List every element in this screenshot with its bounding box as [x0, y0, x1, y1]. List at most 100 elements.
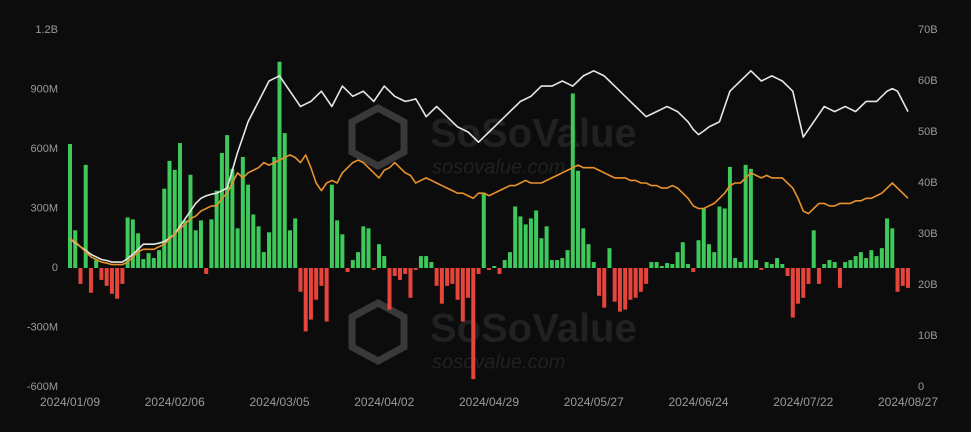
bar: [371, 268, 376, 270]
bar: [466, 268, 471, 298]
bar: [345, 268, 350, 272]
bar: [680, 242, 685, 268]
bar: [612, 268, 617, 302]
bar: [356, 252, 361, 268]
bar: [659, 266, 664, 268]
bar: [314, 268, 319, 300]
bar: [502, 260, 507, 268]
bar: [319, 268, 324, 286]
bar: [413, 268, 418, 270]
bar: [686, 264, 691, 268]
bar: [843, 262, 848, 268]
bar: [418, 256, 423, 268]
bar: [183, 220, 188, 268]
bar: [340, 234, 345, 268]
bar: [591, 262, 596, 268]
bar: [906, 268, 910, 288]
bar: [109, 268, 114, 294]
x-tick-label: 2024/03/05: [249, 395, 309, 409]
bar: [706, 244, 711, 268]
y2-tick-label: 70B: [918, 24, 938, 36]
bar: [172, 169, 177, 268]
bar: [429, 262, 434, 268]
y2-tick-label: 0: [918, 381, 924, 393]
x-tick-label: 2024/06/24: [668, 395, 728, 409]
bar: [246, 184, 251, 268]
x-tick-label: 2024/01/09: [40, 395, 100, 409]
bar: [78, 268, 83, 284]
bar: [628, 268, 633, 300]
bar: [476, 268, 481, 274]
x-tick-label: 2024/07/22: [773, 395, 833, 409]
bar: [701, 208, 706, 268]
bar: [890, 228, 895, 268]
bar: [775, 258, 780, 268]
bar: [811, 230, 816, 268]
bar: [864, 258, 869, 268]
bar: [644, 268, 649, 284]
bar: [235, 228, 240, 268]
bar: [387, 268, 392, 310]
bar: [198, 220, 203, 268]
bar: [382, 256, 387, 268]
bar: [759, 268, 764, 270]
bar: [549, 260, 554, 268]
bar: [617, 268, 622, 312]
bar: [434, 268, 439, 286]
bar: [366, 228, 371, 268]
y-tick-label: -600M: [27, 381, 58, 393]
bar: [251, 214, 256, 268]
bar: [895, 268, 900, 292]
bar: [534, 210, 539, 268]
bar: [403, 268, 408, 274]
bar: [743, 164, 748, 268]
bar: [99, 268, 104, 280]
bar: [267, 232, 272, 268]
bar: [471, 268, 476, 380]
bar: [581, 228, 586, 268]
y2-tick-label: 40B: [918, 177, 938, 189]
x-tick-label: 2024/02/06: [145, 395, 205, 409]
bar: [523, 224, 528, 268]
bar: [607, 248, 612, 268]
bar: [350, 260, 355, 268]
bar: [780, 264, 785, 268]
bar: [528, 218, 533, 268]
bar: [162, 188, 167, 268]
bar: [665, 263, 670, 268]
bar: [885, 218, 890, 268]
bar: [487, 268, 491, 270]
y2-tick-label: 20B: [918, 279, 938, 291]
watermark-icon: [348, 104, 408, 170]
bar: [576, 170, 581, 268]
y2-tick-label: 50B: [918, 126, 938, 138]
bar: [439, 268, 444, 304]
y-tick-label: 1.2B: [35, 24, 58, 36]
bar: [555, 260, 560, 268]
bar: [675, 252, 680, 268]
bar: [282, 133, 287, 268]
bar: [424, 256, 429, 268]
bar: [167, 160, 172, 268]
bar: [560, 258, 565, 268]
bar: [544, 226, 549, 268]
bar: [507, 252, 512, 268]
bar: [272, 156, 277, 268]
bar: [727, 166, 732, 268]
bar: [570, 93, 575, 268]
bar: [518, 216, 523, 268]
bar: [869, 250, 874, 268]
bar: [88, 268, 93, 293]
bar: [450, 268, 455, 284]
bar: [151, 258, 156, 268]
bar: [853, 256, 858, 268]
bar: [764, 262, 769, 268]
bar: [633, 268, 638, 298]
bar: [377, 244, 382, 268]
bar: [219, 152, 224, 268]
bar: [293, 218, 298, 268]
bar: [460, 268, 465, 322]
bar: [513, 206, 518, 268]
bar: [837, 268, 842, 288]
